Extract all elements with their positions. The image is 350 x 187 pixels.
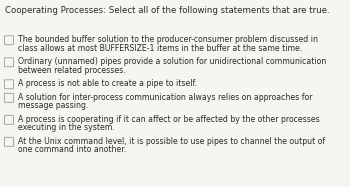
Text: Ordinary (unnamed) pipes provide a solution for unidirectional communication: Ordinary (unnamed) pipes provide a solut… (18, 57, 326, 66)
Text: The bounded buffer solution to the producer-consumer problem discussed in: The bounded buffer solution to the produ… (18, 35, 318, 44)
FancyBboxPatch shape (5, 137, 14, 146)
FancyBboxPatch shape (5, 115, 14, 124)
Text: message passing.: message passing. (18, 101, 89, 110)
FancyBboxPatch shape (5, 58, 14, 67)
Text: class allows at most BUFFERSIZE-1 items in the buffer at the same time.: class allows at most BUFFERSIZE-1 items … (18, 44, 302, 53)
FancyBboxPatch shape (5, 80, 14, 89)
Text: between related processes.: between related processes. (18, 66, 126, 75)
Text: Cooperating Processes: Select all of the following statements that are true.: Cooperating Processes: Select all of the… (5, 6, 330, 15)
FancyBboxPatch shape (5, 93, 14, 102)
Text: executing in the system.: executing in the system. (18, 123, 115, 132)
Text: At the Unix command level, it is possible to use pipes to channel the output of: At the Unix command level, it is possibl… (18, 137, 325, 146)
FancyBboxPatch shape (5, 36, 14, 45)
Text: A process is cooperating if it can affect or be affected by the other processes: A process is cooperating if it can affec… (18, 115, 320, 124)
Text: A solution for inter-process communication always relies on approaches for: A solution for inter-process communicati… (18, 93, 312, 102)
Text: A process is not able to create a pipe to itself.: A process is not able to create a pipe t… (18, 79, 197, 88)
Text: one command into another.: one command into another. (18, 145, 126, 154)
